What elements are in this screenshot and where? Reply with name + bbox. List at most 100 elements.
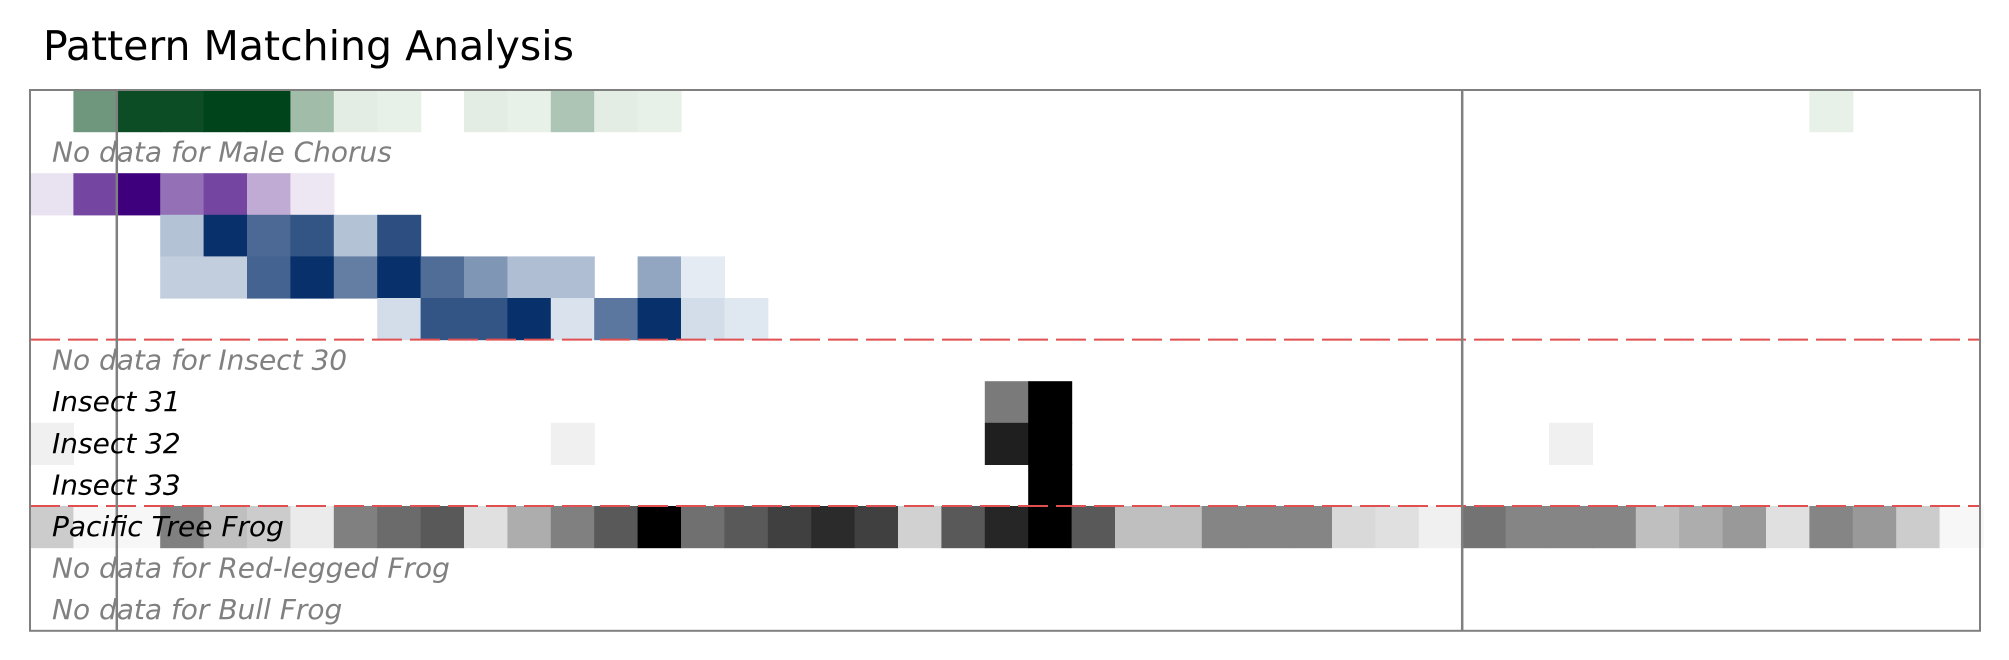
heatmap-cell: [1939, 506, 1984, 549]
heatmap-cell: [1505, 506, 1550, 549]
heatmap-cell: [73, 173, 118, 216]
heatmap-cell: [550, 298, 595, 341]
no-data-label: No data for Red-legged Frog: [52, 552, 450, 585]
heatmap-cell: [160, 90, 205, 133]
row-label: Insect 33: [52, 468, 181, 501]
heatmap-cell: [1115, 506, 1159, 549]
no-data-label: No data for Male Chorus: [52, 136, 392, 169]
heatmap-cell: [1288, 506, 1333, 549]
heatmap-cell: [594, 90, 639, 133]
heatmap-cell: [1028, 381, 1073, 424]
heatmap-cell: [1809, 506, 1854, 549]
heatmap-cell: [550, 422, 595, 465]
heatmap-cell: [507, 256, 552, 299]
heatmap-cell: [550, 256, 595, 299]
heatmap-cell: [1245, 506, 1290, 549]
heatmap-cell: [247, 256, 291, 299]
heatmap-cell: [160, 173, 205, 216]
heatmap-cell: [464, 90, 508, 133]
heatmap-cell: [1028, 506, 1073, 549]
heatmap-cell: [247, 506, 291, 549]
heatmap-cell: [30, 422, 74, 465]
heatmap-cell: [464, 256, 508, 299]
heatmap-cell: [637, 506, 682, 549]
heatmap-cell: [507, 90, 552, 133]
heatmap-cell: [507, 298, 552, 341]
heatmap-cell: [681, 298, 725, 341]
heatmap-cell: [290, 214, 335, 257]
heatmap-cell: [333, 506, 378, 549]
heatmap-cell: [203, 173, 248, 216]
heatmap-cell: [1635, 506, 1680, 549]
heatmap-cell: [247, 90, 291, 133]
heatmap-cell: [984, 381, 1029, 424]
heatmap-cell: [1549, 422, 1593, 465]
heatmap-cell: [1332, 506, 1376, 549]
heatmap-cell: [333, 256, 378, 299]
heatmap-cell: [637, 256, 682, 299]
heatmap-cell: [1071, 506, 1116, 549]
heatmap-cell: [594, 506, 639, 549]
heatmap-cell: [377, 214, 422, 257]
heatmap-cell: [464, 298, 508, 341]
heatmap-cell: [1375, 506, 1420, 549]
heatmap-cell: [681, 256, 725, 299]
row-label: Pacific Tree Frog: [52, 510, 284, 543]
heatmap-cell: [160, 256, 205, 299]
heatmap-cell: [377, 256, 422, 299]
heatmap-cell: [1462, 506, 1507, 549]
heatmap-cell: [507, 506, 552, 549]
heatmap-cell: [73, 90, 118, 133]
heatmap-cell: [116, 173, 161, 216]
heatmap-cell: [724, 506, 769, 549]
heatmap-cell: [1592, 506, 1637, 549]
heatmap-cell: [550, 90, 595, 133]
heatmap-cell: [1158, 506, 1203, 549]
plot-frame: [29, 89, 1981, 632]
heatmap-cell: [464, 506, 508, 549]
heatmap-cell: [1766, 506, 1810, 549]
heatmap-cell: [1418, 506, 1463, 549]
heatmap-cell: [333, 214, 378, 257]
heatmap-cell: [203, 90, 248, 133]
heatmap-cell: [290, 90, 335, 133]
heatmap-cell: [377, 90, 422, 133]
heatmap-cell: [637, 298, 682, 341]
heatmap-cell: [767, 506, 812, 549]
heatmap-cell: [1896, 506, 1941, 549]
heatmap-cell: [1201, 506, 1246, 549]
heatmap-cell: [637, 90, 682, 133]
heatmap-cell: [1028, 464, 1073, 507]
heatmap-cell: [1028, 422, 1073, 465]
heatmap-cell: [984, 422, 1029, 465]
no-data-label: No data for Bull Frog: [52, 593, 342, 626]
heatmap-cell: [160, 506, 205, 549]
row-label: Insect 31: [52, 385, 181, 418]
chart-title: Pattern Matching Analysis: [43, 22, 574, 70]
heatmap-cell: [290, 256, 335, 299]
heatmap-cell: [247, 214, 291, 257]
heatmap-cell: [941, 506, 986, 549]
heatmap-cell: [854, 506, 899, 549]
no-data-label: No data for Insect 30: [52, 344, 347, 377]
heatmap-cell: [1722, 506, 1767, 549]
heatmap-cell: [290, 506, 335, 549]
heatmap-cell: [1852, 506, 1897, 549]
heatmap-cell: [203, 214, 248, 257]
heatmap-cell: [984, 506, 1029, 549]
heatmap-cell: [724, 298, 769, 341]
heatmap-cell: [420, 506, 465, 549]
heatmap-cell: [203, 506, 248, 549]
heatmap-cell: [420, 256, 465, 299]
heatmap-cell: [290, 173, 335, 216]
heatmap-cell: [550, 506, 595, 549]
heatmap-cell: [203, 256, 248, 299]
heatmap-cell: [247, 173, 291, 216]
heatmap-cell: [1679, 506, 1724, 549]
heatmap-cell: [73, 506, 118, 549]
heatmap-cell: [420, 298, 465, 341]
heatmap-cell: [116, 90, 161, 133]
heatmap-cell: [377, 506, 422, 549]
heatmap-cell: [116, 506, 161, 549]
